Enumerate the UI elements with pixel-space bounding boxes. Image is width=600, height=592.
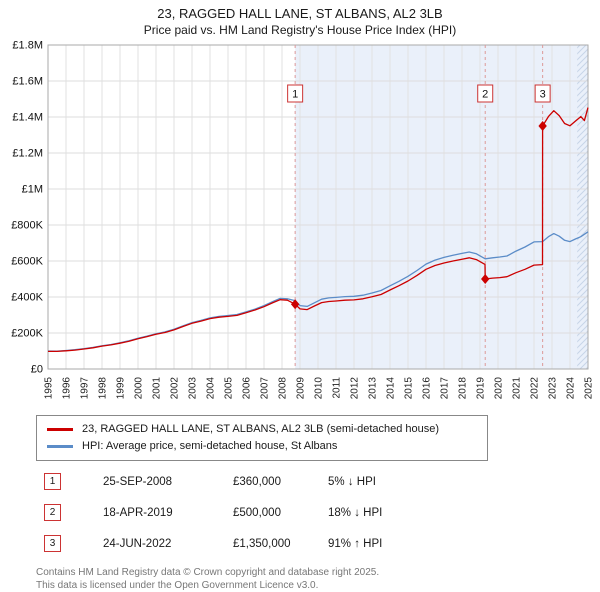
hpi-line-swatch — [47, 445, 73, 448]
sale-price: £1,350,000 — [233, 537, 291, 550]
page-title: 23, RAGGED HALL LANE, ST ALBANS, AL2 3LB — [157, 6, 443, 21]
sale-number-box — [477, 84, 494, 103]
svg-text:£400K: £400K — [11, 292, 43, 304]
sale-price: £360,000 — [233, 475, 281, 488]
svg-text:2024: 2024 — [566, 377, 577, 400]
svg-text:2002: 2002 — [170, 377, 181, 400]
sale-date: 24-JUN-2022 — [103, 537, 172, 550]
svg-text:2006: 2006 — [242, 377, 253, 400]
svg-text:1997: 1997 — [80, 377, 91, 400]
sale-number-box — [287, 84, 304, 103]
sales-table: 1 25-SEP-2008 £360,000 5% ↓ HPI 2 18-APR… — [44, 473, 600, 552]
sale-price: £500,000 — [233, 506, 281, 519]
sale-marker-diamond — [538, 121, 547, 131]
svg-text:£1.4M: £1.4M — [12, 112, 43, 124]
svg-text:2008: 2008 — [278, 377, 289, 400]
footer-line-2: This data is licensed under the Open Gov… — [36, 580, 319, 591]
svg-text:2016: 2016 — [422, 377, 433, 400]
svg-text:£800K: £800K — [11, 220, 43, 232]
svg-text:1: 1 — [292, 89, 298, 101]
svg-text:2009: 2009 — [296, 377, 307, 400]
legend-item-property: 23, RAGGED HALL LANE, ST ALBANS, AL2 3LB… — [47, 421, 477, 438]
property-line-swatch — [47, 428, 73, 431]
svg-text:2010: 2010 — [314, 377, 325, 400]
svg-text:£1.2M: £1.2M — [12, 148, 43, 160]
sale-number-badge: 3 — [44, 535, 61, 552]
page-subtitle: Price paid vs. HM Land Registry's House … — [143, 23, 457, 37]
svg-text:1996: 1996 — [62, 377, 73, 400]
svg-text:2023: 2023 — [548, 377, 559, 400]
svg-text:2019: 2019 — [476, 377, 487, 400]
chart-header: 23, RAGGED HALL LANE, ST ALBANS, AL2 3LB… — [0, 0, 600, 37]
svg-text:2012: 2012 — [350, 377, 361, 400]
footer-line-1: Contains HM Land Registry data © Crown c… — [36, 567, 380, 578]
svg-text:£1.6M: £1.6M — [12, 76, 43, 88]
svg-text:2020: 2020 — [494, 377, 505, 400]
sale-number-badge: 1 — [44, 473, 61, 490]
price-history-chart: 1995 1996 1997 1998 1999 2000 2001 2002 2003 2004… — [11, 40, 595, 400]
table-row: 3 24-JUN-2022 £1,350,000 91% ↑ HPI — [44, 535, 600, 552]
svg-text:2014: 2014 — [386, 377, 397, 400]
svg-text:2000: 2000 — [134, 377, 145, 400]
svg-text:£1M: £1M — [22, 184, 43, 196]
sale-hpi-delta: 18% ↓ HPI — [328, 506, 383, 519]
svg-text:2022: 2022 — [530, 377, 541, 400]
svg-text:2005: 2005 — [224, 377, 235, 400]
sale-hpi-delta: 91% ↑ HPI — [328, 537, 383, 550]
legend-item-hpi: HPI: Average price, semi-detached house,… — [47, 438, 477, 455]
sale-number-badge: 2 — [44, 504, 61, 521]
sale-date: 25-SEP-2008 — [103, 475, 173, 488]
sale-marker-diamond — [481, 274, 490, 284]
table-row: 2 18-APR-2019 £500,000 18% ↓ HPI — [44, 504, 600, 521]
svg-text:1998: 1998 — [98, 377, 109, 400]
svg-text:2018: 2018 — [458, 377, 469, 400]
svg-text:3: 3 — [540, 89, 546, 101]
legend-hpi-label: HPI: Average price, semi-detached house,… — [82, 440, 338, 452]
sale-number-box — [534, 84, 551, 103]
svg-text:1999: 1999 — [116, 377, 127, 400]
license-footer: Contains HM Land Registry data © Crown c… — [36, 566, 600, 592]
svg-text:£600K: £600K — [11, 256, 43, 268]
svg-text:2017: 2017 — [440, 377, 451, 400]
svg-text:2003: 2003 — [188, 377, 199, 400]
svg-text:2013: 2013 — [368, 377, 379, 400]
property-price-line — [48, 107, 589, 353]
svg-text:2001: 2001 — [152, 377, 163, 400]
future-hatched-region — [577, 45, 588, 369]
svg-text:£200K: £200K — [11, 328, 43, 340]
svg-text:2004: 2004 — [206, 377, 217, 400]
svg-text:2025: 2025 — [584, 377, 595, 400]
sale-hpi-delta: 5% ↓ HPI — [328, 475, 376, 488]
legend-property-label: 23, RAGGED HALL LANE, ST ALBANS, AL2 3LB… — [82, 423, 440, 435]
sale-marker-diamond — [290, 299, 300, 310]
svg-text:2011: 2011 — [332, 377, 343, 399]
svg-text:£1.8M: £1.8M — [12, 40, 43, 52]
chart-legend: 23, RAGGED HALL LANE, ST ALBANS, AL2 3LB… — [36, 415, 488, 461]
svg-text:£0: £0 — [31, 364, 43, 376]
svg-text:1995: 1995 — [44, 377, 55, 400]
svg-text:2021: 2021 — [512, 377, 523, 400]
sale-date: 18-APR-2019 — [103, 506, 173, 519]
svg-text:2015: 2015 — [404, 377, 415, 400]
table-row: 1 25-SEP-2008 £360,000 5% ↓ HPI — [44, 473, 600, 490]
svg-text:2007: 2007 — [260, 377, 271, 400]
svg-text:2: 2 — [482, 89, 488, 101]
